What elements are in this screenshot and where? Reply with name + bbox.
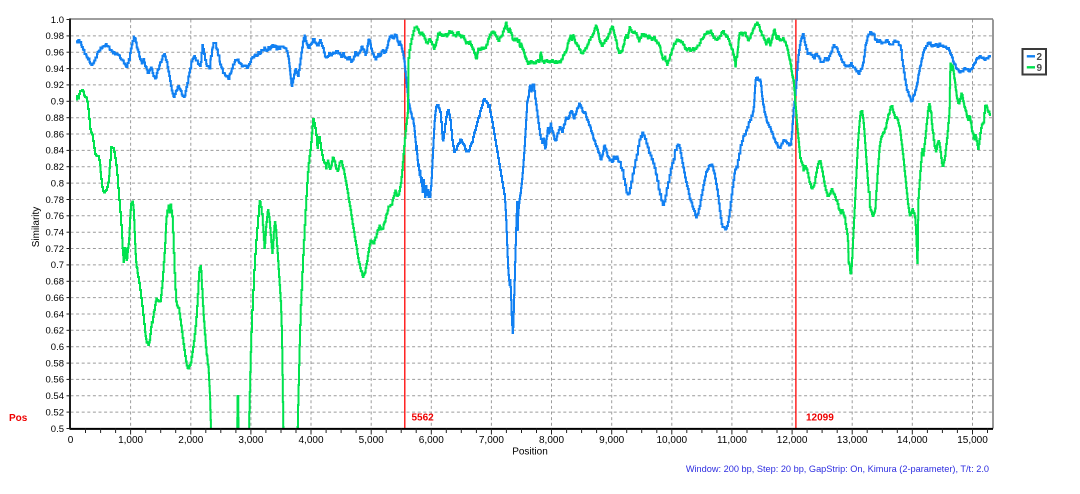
- svg-text:0.58: 0.58: [46, 358, 65, 369]
- svg-text:0.66: 0.66: [46, 293, 65, 304]
- svg-text:7,000: 7,000: [479, 435, 504, 446]
- svg-text:0.64: 0.64: [46, 309, 65, 320]
- svg-text:2: 2: [1037, 52, 1043, 63]
- svg-text:0.52: 0.52: [46, 407, 65, 418]
- svg-text:0.76: 0.76: [46, 211, 65, 222]
- svg-text:0.74: 0.74: [46, 228, 65, 239]
- svg-text:0.84: 0.84: [46, 146, 65, 157]
- svg-text:12099: 12099: [806, 413, 834, 424]
- svg-text:0.96: 0.96: [46, 48, 65, 59]
- svg-text:0.88: 0.88: [46, 113, 65, 124]
- svg-text:Pos: Pos: [9, 413, 28, 424]
- svg-text:0.78: 0.78: [46, 195, 65, 206]
- svg-text:1,000: 1,000: [118, 435, 143, 446]
- svg-text:11,000: 11,000: [717, 435, 747, 446]
- svg-text:15,000: 15,000: [957, 435, 988, 446]
- svg-text:0.94: 0.94: [46, 64, 65, 75]
- svg-text:1.0: 1.0: [51, 15, 64, 26]
- svg-text:6,000: 6,000: [419, 435, 444, 446]
- svg-text:0.56: 0.56: [46, 375, 65, 386]
- svg-text:9,000: 9,000: [599, 435, 624, 446]
- svg-text:0.98: 0.98: [46, 31, 65, 42]
- svg-text:0.9: 0.9: [51, 97, 64, 108]
- svg-text:5562: 5562: [412, 413, 435, 424]
- svg-text:8,000: 8,000: [539, 435, 564, 446]
- svg-text:Position: Position: [512, 447, 548, 458]
- svg-text:10,000: 10,000: [657, 435, 688, 446]
- svg-text:0.6: 0.6: [51, 342, 64, 353]
- svg-text:3,000: 3,000: [238, 435, 263, 446]
- svg-text:14,000: 14,000: [897, 435, 928, 446]
- svg-text:0.5: 0.5: [51, 424, 64, 435]
- svg-text:13,000: 13,000: [837, 435, 868, 446]
- svg-text:0.54: 0.54: [46, 391, 65, 402]
- svg-text:12,000: 12,000: [777, 435, 808, 446]
- svg-text:0.82: 0.82: [46, 162, 65, 173]
- svg-text:0.92: 0.92: [46, 80, 65, 91]
- svg-text:9: 9: [1037, 63, 1043, 74]
- svg-text:0: 0: [68, 435, 74, 446]
- svg-text:0.8: 0.8: [51, 178, 64, 189]
- svg-text:0.62: 0.62: [46, 326, 65, 337]
- svg-text:0.68: 0.68: [46, 277, 65, 288]
- svg-text:5,000: 5,000: [359, 435, 384, 446]
- svg-text:0.72: 0.72: [46, 244, 65, 255]
- svg-text:2,000: 2,000: [178, 435, 203, 446]
- svg-text:Window: 200 bp, Step: 20 bp, G: Window: 200 bp, Step: 20 bp, GapStrip: O…: [686, 464, 989, 474]
- svg-text:0.7: 0.7: [51, 260, 64, 271]
- svg-text:4,000: 4,000: [298, 435, 323, 446]
- svg-text:Similarity: Similarity: [31, 207, 42, 248]
- svg-text:0.86: 0.86: [46, 129, 65, 140]
